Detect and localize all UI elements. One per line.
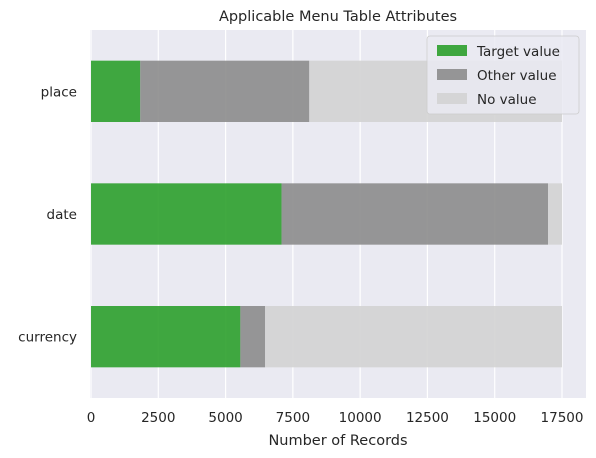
y-tick-label-currency: currency	[18, 330, 77, 346]
chart-title: Applicable Menu Table Attributes	[219, 9, 457, 25]
y-tick-labels: currency date place	[18, 84, 77, 345]
x-tick-label-2: 5000	[208, 410, 242, 426]
bar-currency-other-value	[240, 306, 266, 368]
y-tick-label-date: date	[47, 207, 77, 223]
x-tick-label-5: 12500	[406, 410, 449, 426]
bar-date-other-value	[281, 183, 549, 245]
y-tick-label-place: place	[41, 84, 77, 100]
x-tick-label-4: 10000	[339, 410, 382, 426]
x-tick-label-0: 0	[87, 410, 96, 426]
x-tick-label-1: 2500	[141, 410, 175, 426]
x-tick-labels: 0 2500 5000 7500 10000 12500 15000 17500	[87, 410, 584, 426]
bar-date-no-value	[548, 183, 562, 245]
bars	[91, 60, 562, 368]
legend-label-no-value: No value	[477, 92, 537, 108]
x-axis-label: Number of Records	[268, 433, 407, 449]
bar-currency-target-value	[91, 306, 241, 368]
x-tick-label-3: 7500	[276, 410, 310, 426]
bar-currency-no-value	[265, 306, 562, 368]
legend: Target value Other value No value	[426, 35, 580, 115]
x-tick-label-7: 17500	[541, 410, 584, 426]
legend-label-target-value: Target value	[476, 44, 560, 60]
legend-swatch-other-value	[437, 69, 467, 80]
bar-place-other-value	[140, 60, 310, 122]
bar-place-target-value	[91, 60, 141, 122]
bar-date-target-value	[91, 183, 282, 245]
legend-label-other-value: Other value	[477, 68, 557, 84]
legend-swatch-no-value	[437, 93, 467, 104]
x-tick-label-6: 15000	[473, 410, 516, 426]
legend-swatch-target-value	[437, 45, 467, 56]
